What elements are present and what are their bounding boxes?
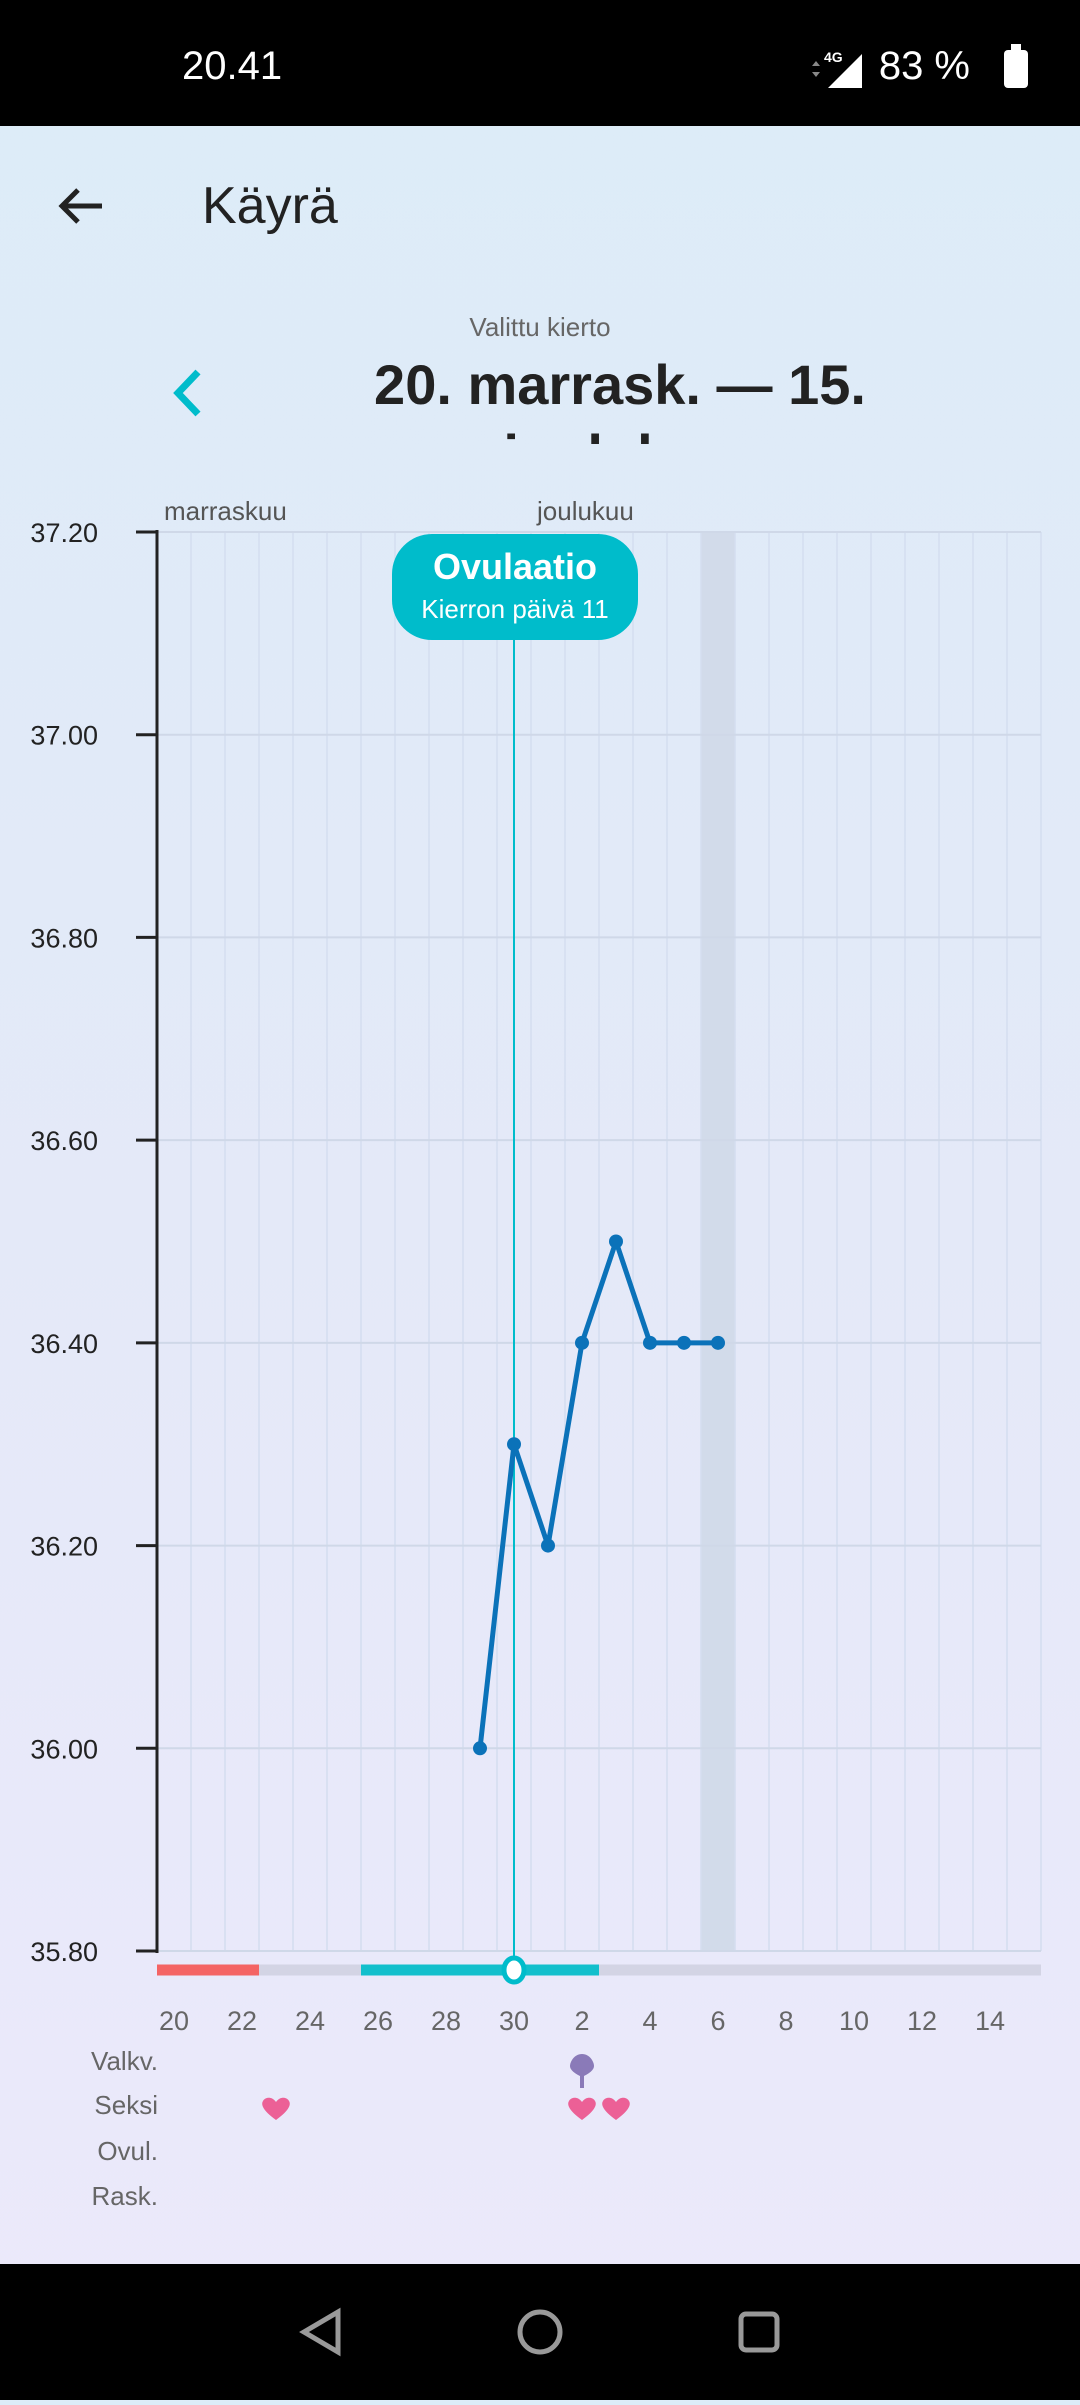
page-title: Käyrä [202,177,338,235]
navigation-bar [0,2264,1080,2400]
ovulation-marker [501,1955,527,1985]
today-column [701,532,735,1951]
temperature-point [473,1741,487,1756]
temperature-point [541,1538,555,1553]
y-tick-label: 36.80 [30,923,98,953]
battery-percent: 83 % [878,44,970,88]
temperature-point [575,1335,589,1350]
x-tick-label: 2 [574,2006,589,2036]
temperature-point [643,1335,657,1350]
ovulation-tooltip: Ovulaatio Kierron päivä 11 [392,534,638,640]
x-tick-label: 28 [431,2006,461,2036]
pregnancy-test-icon [570,2054,594,2088]
month-label-december: joulukuu [537,496,634,526]
back-arrow-icon[interactable] [52,178,108,234]
track-label-ovul: Ovul. [97,2136,158,2166]
x-tick-label: 26 [363,2006,393,2036]
track-label-seksi: Seksi [94,2090,158,2120]
x-tick-label: 14 [975,2006,1005,2036]
svg-text:4G: 4G [824,50,843,65]
temperature-point [711,1335,725,1350]
temperature-point [507,1437,521,1452]
month-label-november: marraskuu [164,496,287,526]
x-tick-label: 12 [907,2006,937,2036]
x-tick-label: 20 [159,2006,189,2036]
cycle-range: 20. marrask. — 15.joulukuu [374,353,866,444]
x-tick-label: 8 [778,2006,793,2036]
y-tick-label: 36.00 [30,1734,98,1764]
temperature-point [609,1234,623,1249]
y-tick-label: 35.80 [30,1937,98,1967]
x-tick-label: 6 [710,2006,725,2036]
y-tick-label: 36.60 [30,1126,98,1156]
heart-icon [262,2097,290,2120]
heart-icon [602,2097,630,2120]
status-bar: 20.41 4G 83 % [0,0,1080,126]
track-label-rask: Rask. [91,2181,158,2211]
cycle-label: Valittu kierto [469,312,611,342]
signal-icon: 4G [812,50,862,88]
x-tick-label: 10 [839,2006,869,2036]
heart-icon [568,2097,596,2120]
temperature-point [677,1335,691,1350]
x-tick-label: 4 [642,2006,657,2036]
nav-back-icon[interactable] [299,2307,341,2357]
clock: 20.41 [182,44,283,88]
y-tick-label: 36.40 [30,1329,98,1359]
x-tick-label: 24 [295,2006,325,2036]
track-label-valkv: Valkv. [91,2046,158,2076]
nav-home-icon[interactable] [517,2309,563,2355]
y-tick-label: 37.20 [30,518,98,548]
battery-icon [1004,44,1028,88]
nav-recents-icon[interactable] [738,2311,780,2353]
x-tick-label: 30 [499,2006,529,2036]
x-tick-label: 22 [227,2006,257,2036]
y-tick-label: 36.20 [30,1532,98,1562]
previous-cycle-chevron-icon[interactable] [166,364,210,422]
y-tick-label: 37.00 [30,721,98,751]
